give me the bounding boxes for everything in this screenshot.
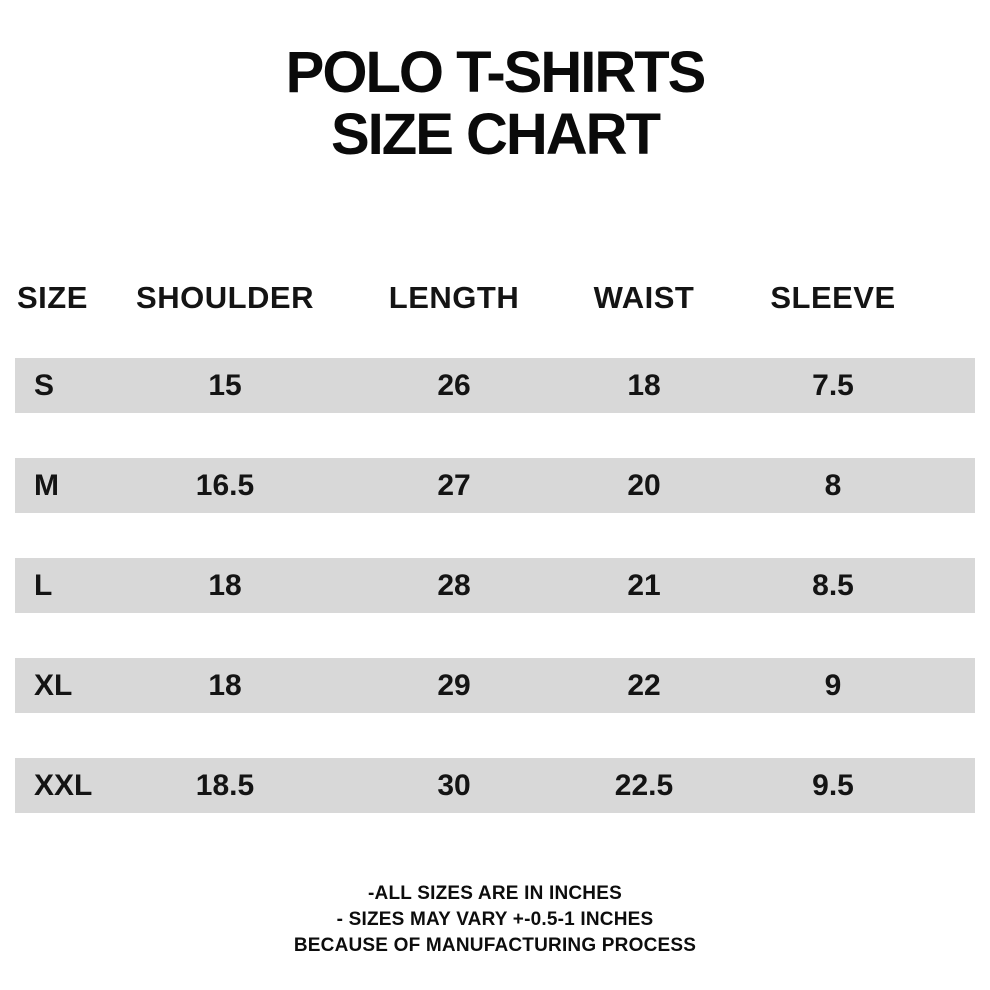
cell-shoulder: 18: [208, 668, 242, 702]
page-title-line-1: POLO T-SHIRTS: [285, 40, 707, 105]
cell-length: 29: [437, 668, 471, 702]
cell-size: M: [34, 468, 59, 502]
cell-waist: 22.5: [614, 768, 674, 802]
table-row-l: L 18 28 21 8.5: [15, 558, 975, 613]
footnote-variance: - SIZES MAY VARY +-0.5-1 INCHES: [336, 909, 654, 930]
cell-shoulder: 16.5: [195, 468, 255, 502]
cell-waist: 22: [627, 668, 661, 702]
cell-sleeve: 9: [824, 668, 842, 702]
column-header-waist: WAIST: [593, 280, 695, 315]
table-row-xxl: XXL 18.5 30 22.5 9.5: [15, 758, 975, 813]
footnote-manufacturing: BECAUSE OF MANUFACTURING PROCESS: [293, 935, 697, 956]
cell-waist: 18: [627, 368, 661, 402]
cell-size: XXL: [34, 768, 93, 802]
column-header-length: LENGTH: [388, 280, 520, 315]
cell-length: 26: [437, 368, 471, 402]
cell-size: S: [34, 368, 55, 402]
cell-shoulder: 18: [208, 568, 242, 602]
column-header-sleeve: SLEEVE: [770, 280, 896, 315]
cell-sleeve: 7.5: [812, 368, 854, 402]
cell-length: 28: [437, 568, 471, 602]
cell-length: 27: [437, 468, 471, 502]
table-row-m: M 16.5 27 20 8: [15, 458, 975, 513]
page-title: POLO T-SHIRTS SIZE CHART: [0, 0, 990, 166]
cell-length: 30: [437, 768, 471, 802]
cell-shoulder: 18.5: [195, 768, 255, 802]
cell-sleeve: 8.5: [812, 568, 854, 602]
cell-shoulder: 15: [208, 368, 242, 402]
cell-waist: 21: [627, 568, 661, 602]
cell-size: L: [34, 568, 53, 602]
table-row-xl: XL 18 29 22 9: [15, 658, 975, 713]
cell-waist: 20: [627, 468, 661, 502]
page-title-line-2: SIZE CHART: [331, 102, 661, 167]
table-header-row: SIZE SHOULDER LENGTH WAIST SLEEVE: [15, 278, 975, 318]
cell-size: XL: [34, 668, 73, 702]
column-header-shoulder: SHOULDER: [136, 280, 314, 315]
cell-sleeve: 9.5: [812, 768, 854, 802]
footnote-units: -ALL SIZES ARE IN INCHES: [368, 883, 622, 904]
column-header-size: SIZE: [17, 280, 88, 315]
cell-sleeve: 8: [824, 468, 842, 502]
table-row-s: S 15 26 18 7.5: [15, 358, 975, 413]
footnotes: -ALL SIZES ARE IN INCHES - SIZES MAY VAR…: [0, 881, 990, 959]
size-table: SIZE SHOULDER LENGTH WAIST SLEEVE S 15 2…: [15, 278, 975, 813]
